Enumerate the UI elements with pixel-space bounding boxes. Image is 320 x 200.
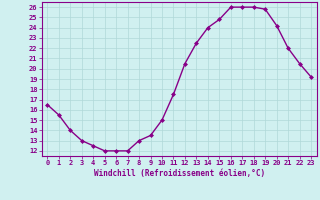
X-axis label: Windchill (Refroidissement éolien,°C): Windchill (Refroidissement éolien,°C) [94,169,265,178]
